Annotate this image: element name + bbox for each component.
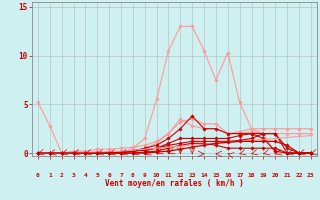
X-axis label: Vent moyen/en rafales ( km/h ): Vent moyen/en rafales ( km/h )	[105, 179, 244, 188]
